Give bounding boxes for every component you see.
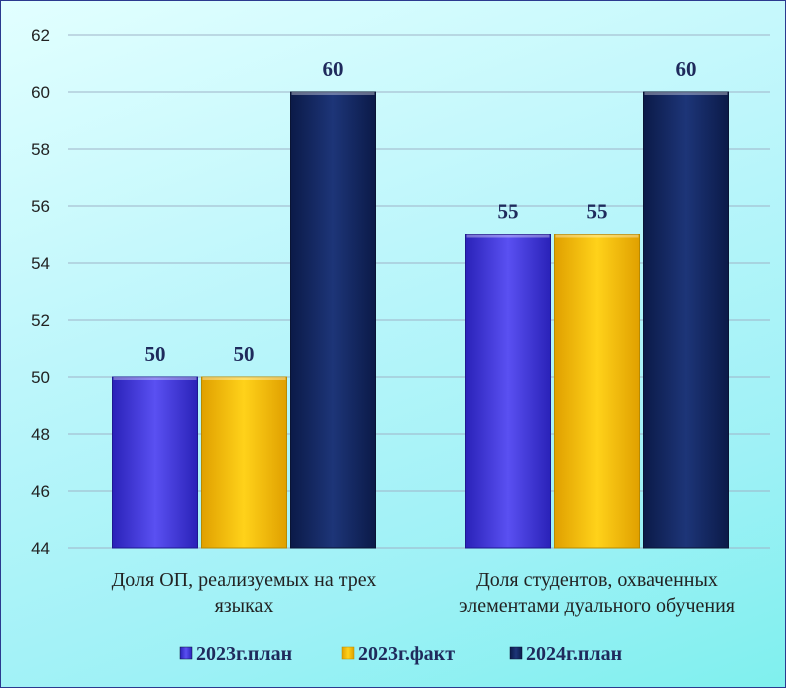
y-tick-label: 54	[31, 254, 50, 273]
bar-highlight	[555, 234, 639, 238]
bar-highlight	[113, 377, 197, 380]
y-tick-label: 48	[31, 425, 50, 444]
bar-1-1	[554, 234, 640, 549]
bar-highlight	[644, 92, 728, 95]
bar-0-0	[112, 376, 198, 549]
category-label: языках	[215, 595, 274, 617]
data-label: 50	[234, 342, 255, 366]
data-label: 50	[145, 342, 166, 366]
data-labels: 50 50 60 55 55 60	[145, 57, 697, 366]
legend-entry[interactable]: 2023г.план	[196, 643, 292, 665]
y-tick-label: 46	[31, 482, 50, 501]
legend-entry[interactable]: 2023г.факт	[358, 643, 455, 665]
data-label: 60	[676, 57, 697, 81]
legend-entry[interactable]: 2024г.план	[526, 643, 622, 665]
y-axis: 44 46 48 50 52 54 56 58 60 62	[31, 26, 50, 558]
bar-1-0	[465, 234, 551, 549]
bar-1-2	[643, 91, 729, 549]
category-label: Доля ОП, реализуемых на трех	[112, 569, 377, 591]
y-tick-label: 58	[31, 140, 50, 159]
bar-highlight	[202, 377, 286, 380]
data-label: 60	[323, 57, 344, 81]
bar-0-1	[201, 376, 287, 549]
legend-swatch	[341, 646, 355, 660]
y-tick-label: 52	[31, 311, 50, 330]
bar-highlight	[291, 92, 375, 95]
bars	[112, 91, 729, 549]
y-tick-label: 56	[31, 197, 50, 216]
y-tick-label: 44	[31, 539, 50, 558]
legend-swatch	[179, 646, 193, 660]
legend[interactable]: 2023г.план 2023г.факт 2024г.план	[179, 643, 622, 665]
bar-highlight	[466, 234, 550, 238]
y-tick-label: 60	[31, 83, 50, 102]
category-label: элементами дуального обучения	[459, 595, 735, 617]
bar-0-2	[290, 91, 376, 549]
legend-swatch	[509, 646, 523, 660]
y-tick-label: 62	[31, 26, 50, 45]
y-tick-label: 50	[31, 368, 50, 387]
data-label: 55	[587, 200, 608, 224]
x-axis: Доля ОП, реализуемых на трех языках Доля с…	[112, 569, 735, 617]
data-label: 55	[498, 200, 519, 224]
category-label: Доля студентов, охваченных	[476, 569, 718, 591]
